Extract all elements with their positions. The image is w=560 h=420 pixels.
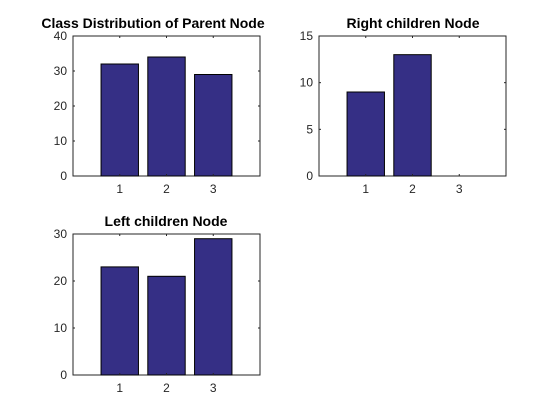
bar-3	[194, 74, 233, 177]
y-tick-label: 20	[54, 274, 68, 288]
x-tick-label: 3	[210, 381, 217, 395]
subplot-parent-node: Class Distribution of Parent Node 1 2 3010…	[41, 15, 264, 196]
y-tick-label: 10	[54, 134, 68, 148]
y-tick-label: 15	[300, 29, 314, 43]
x-tick-label: 1	[362, 182, 369, 196]
chart-title: Right children Node	[347, 15, 480, 31]
x-tick-label: 1	[116, 182, 123, 196]
x-tick-label: 1	[116, 381, 123, 395]
y-tick-label: 40	[54, 29, 68, 43]
y-tick-label: 10	[54, 321, 68, 335]
y-tick-label: 0	[60, 368, 67, 382]
y-tick-label: 30	[54, 64, 68, 78]
bar-1	[100, 266, 139, 376]
chart-title: Left children Node	[105, 213, 228, 229]
bar-2	[393, 54, 432, 177]
bar-2	[147, 275, 186, 376]
x-tick-label: 3	[456, 182, 463, 196]
chart-title: Class Distribution of Parent Node	[41, 15, 264, 31]
y-tick-label: 0	[60, 169, 67, 183]
y-tick-label: 5	[306, 122, 313, 136]
x-tick-label: 2	[409, 182, 416, 196]
x-tick-label: 2	[163, 381, 170, 395]
subplot-right-children: Right children Node 1 2 3 0 5 10 15	[300, 15, 507, 196]
bar-1	[346, 91, 385, 177]
y-tick-label: 10	[300, 76, 314, 90]
y-tick-label: 0	[306, 169, 313, 183]
y-tick-label: 30	[54, 227, 68, 241]
y-tick-label: 20	[54, 99, 68, 113]
x-tick-label: 2	[163, 182, 170, 196]
bar-3	[194, 238, 233, 376]
x-tick-label: 3	[210, 182, 217, 196]
bar-1	[100, 63, 139, 177]
bar-2	[147, 56, 186, 177]
